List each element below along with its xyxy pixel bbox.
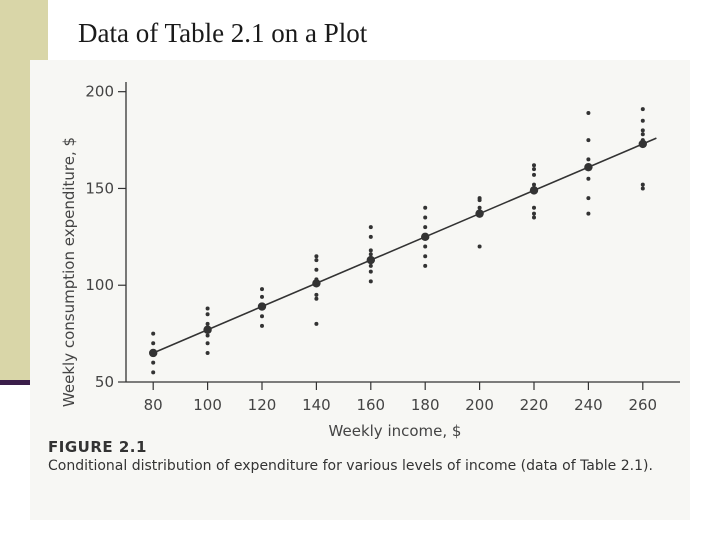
data-point — [532, 172, 536, 177]
data-point — [532, 167, 536, 172]
data-point — [532, 211, 536, 216]
data-point — [368, 252, 373, 257]
data-points — [151, 107, 645, 375]
scatter-plot: 50 100 150 200 80 100 120 140 160 180 200 220 240 260… — [60, 82, 680, 440]
data-point — [205, 350, 210, 355]
data-point — [260, 323, 264, 328]
x-tick-label: 100 — [193, 396, 222, 414]
data-point — [314, 254, 319, 259]
data-point — [314, 267, 319, 272]
data-point — [314, 296, 319, 301]
x-tick-label: 220 — [520, 396, 549, 414]
data-point — [477, 205, 482, 210]
figure-label: FIGURE 2.1 — [48, 438, 147, 456]
x-tick-label: 180 — [411, 396, 440, 414]
y-tick-label: 100 — [85, 276, 114, 294]
data-point — [368, 234, 373, 239]
data-point — [205, 312, 210, 317]
slide-title: Data of Table 2.1 on a Plot — [78, 18, 368, 48]
x-tick-label: 80 — [144, 396, 163, 414]
data-point — [205, 306, 210, 311]
y-axis-label: Weekly consumption expenditure, $ — [60, 137, 78, 407]
data-point — [640, 182, 645, 187]
plot-ticks: 50 100 150 200 80 100 120 140 160 180 200 220 240 260 — [85, 83, 657, 414]
data-point — [532, 182, 536, 187]
data-point — [532, 163, 536, 168]
x-tick-label: 140 — [302, 396, 331, 414]
data-point — [205, 321, 210, 326]
data-point — [260, 314, 264, 319]
data-point — [423, 225, 428, 230]
data-point — [423, 205, 428, 210]
data-point — [640, 186, 645, 191]
data-point — [151, 341, 156, 346]
data-point — [368, 263, 373, 268]
data-point — [368, 269, 373, 274]
data-point — [586, 176, 591, 181]
data-point — [151, 370, 156, 375]
data-point — [151, 360, 156, 365]
data-point — [477, 244, 482, 249]
accent-rule — [0, 380, 48, 385]
data-point — [260, 287, 264, 292]
data-point — [314, 292, 319, 297]
data-point — [314, 258, 319, 263]
data-point — [151, 331, 156, 336]
data-point — [205, 333, 210, 338]
data-point — [423, 263, 428, 268]
data-point — [586, 196, 591, 201]
data-point — [640, 118, 645, 123]
data-point — [532, 205, 536, 210]
data-point — [205, 341, 210, 346]
data-point — [260, 294, 264, 299]
y-tick-label: 200 — [85, 83, 114, 101]
data-point — [423, 244, 428, 249]
x-tick-label: 240 — [574, 396, 603, 414]
regression-line — [152, 137, 657, 354]
data-point — [640, 132, 645, 137]
data-point — [640, 128, 645, 133]
data-point — [368, 248, 373, 253]
data-point — [586, 110, 591, 115]
x-tick-label: 260 — [628, 396, 657, 414]
data-point — [586, 157, 591, 162]
x-tick-label: 200 — [465, 396, 494, 414]
data-point — [314, 321, 319, 326]
data-point — [640, 107, 645, 112]
x-tick-label: 160 — [356, 396, 385, 414]
x-tick-label: 120 — [248, 396, 277, 414]
data-point — [368, 225, 373, 230]
data-point — [423, 254, 428, 259]
y-tick-label: 150 — [85, 179, 114, 197]
data-point — [423, 215, 428, 220]
data-point — [532, 215, 536, 220]
data-point — [586, 138, 591, 143]
figure-scan: 50 100 150 200 80 100 120 140 160 180 200 220 240 260… — [30, 60, 690, 520]
data-point — [477, 196, 482, 201]
y-tick-label: 50 — [95, 373, 114, 391]
figure-caption-text: Conditional distribution of expenditure … — [48, 458, 653, 474]
x-axis-label: Weekly income, $ — [329, 422, 462, 440]
data-point — [368, 279, 373, 284]
figure-caption: FIGURE 2.1 Conditional distribution of e… — [48, 438, 678, 475]
data-point — [586, 211, 591, 216]
plot-axes — [125, 82, 680, 383]
